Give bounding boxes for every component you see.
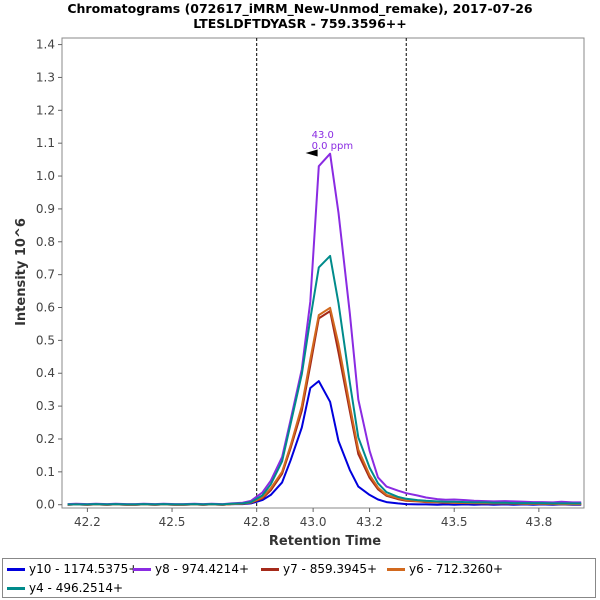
y-tick-label: 0.8 (36, 235, 55, 249)
x-tick-label: 42.5 (159, 515, 186, 529)
y-tick-label: 0.0 (36, 498, 55, 512)
x-tick-label: 43.5 (441, 515, 468, 529)
legend-swatch (133, 567, 151, 571)
series-line (67, 254, 582, 506)
y-tick-label: 1.0 (36, 169, 55, 183)
x-axis-ticks: 42.2 42.5 42.8 43.0 43.2 43.5 43.8 (74, 508, 552, 529)
legend-label: y10 - 1174.5375+ (29, 562, 139, 576)
legend-label: y8 - 974.4214+ (155, 562, 250, 576)
y-tick-label: 1.2 (36, 103, 55, 117)
legend-item: y8 - 974.4214+ (133, 560, 249, 578)
x-axis-label: Retention Time (269, 534, 381, 549)
y-tick-label: 0.6 (36, 301, 55, 315)
x-tick-label: 43.8 (525, 515, 552, 529)
plot-area (61, 37, 585, 509)
y-axis-ticks: 0.0 0.1 0.2 0.3 0.4 0.5 0.6 0.7 0.8 0.9 1.0 1.1 1.2 1… (36, 38, 62, 512)
chart-legend: y10 - 1174.5375+ y8 - 974.4214+ y7 - 859.3… (2, 558, 596, 598)
peak-annotation: 43.00.0 ppm (305, 130, 354, 157)
x-tick-label: 42.2 (74, 515, 101, 529)
y-tick-label: 0.7 (36, 268, 55, 282)
legend-item: y7 - 859.3945+ (261, 560, 377, 578)
x-tick-label: 43.0 (300, 515, 327, 529)
legend-label: y6 - 712.3260+ (409, 562, 504, 576)
peak-marker-icon (305, 149, 318, 157)
legend-swatch (7, 567, 25, 571)
legend-item: y10 - 1174.5375+ (7, 560, 138, 578)
y-tick-label: 1.1 (36, 136, 55, 150)
peak-ppm-label: 0.0 ppm (312, 141, 354, 152)
legend-swatch (387, 567, 405, 571)
chart-subtitle: LTESLDFTDYASR - 759.3596++ (193, 16, 406, 31)
legend-label: y4 - 496.2514+ (29, 581, 124, 595)
x-tick-label: 42.8 (243, 515, 270, 529)
legend-item: y4 - 496.2514+ (7, 579, 123, 597)
y-tick-label: 0.1 (36, 465, 55, 479)
y-axis-label: Intensity 10^6 (14, 218, 29, 326)
x-tick-label: 43.2 (356, 515, 383, 529)
y-tick-label: 1.3 (36, 70, 55, 84)
y-tick-label: 0.4 (36, 366, 55, 380)
integration-boundaries (256, 38, 407, 508)
legend-swatch (7, 586, 25, 590)
y-tick-label: 0.9 (36, 202, 55, 216)
peak-rt-label: 43.0 (312, 130, 334, 141)
y-tick-label: 0.2 (36, 432, 55, 446)
legend-swatch (261, 567, 279, 571)
chart-title: Chromatograms (072617_iMRM_New-Unmod_rem… (67, 1, 533, 17)
y-tick-label: 0.3 (36, 399, 55, 413)
y-tick-label: 1.4 (36, 38, 55, 52)
legend-label: y7 - 859.3945+ (283, 562, 378, 576)
series-lines (67, 152, 582, 506)
y-tick-label: 0.5 (36, 333, 55, 347)
legend-item: y6 - 712.3260+ (387, 560, 503, 578)
